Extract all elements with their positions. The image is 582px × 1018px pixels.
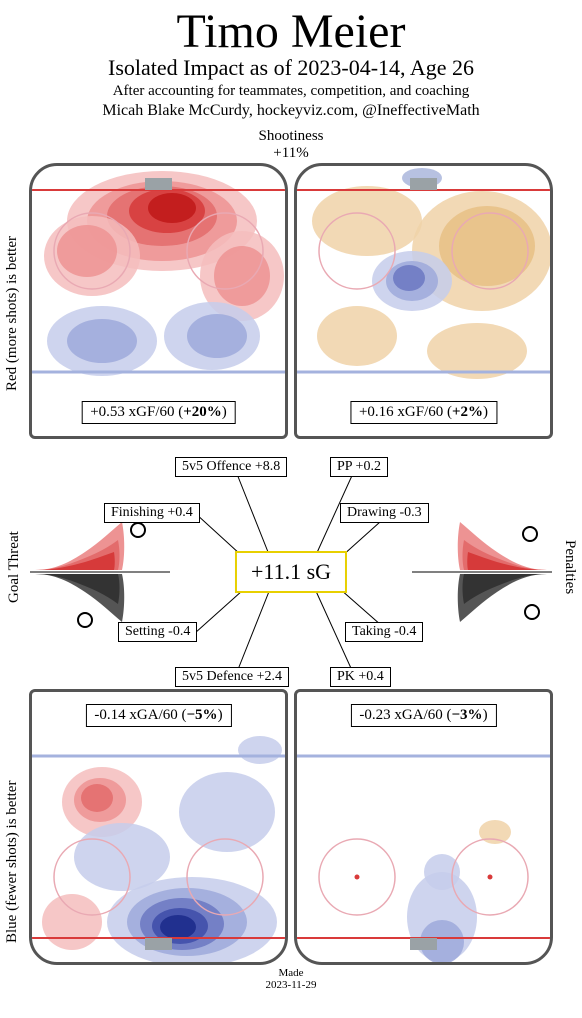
taking-marker bbox=[525, 605, 539, 619]
offense-axis-label: Red (more shots) is better bbox=[4, 184, 21, 444]
penalties-violin bbox=[412, 512, 552, 632]
subtitle: Isolated Impact as of 2023-04-14, Age 26 bbox=[0, 55, 582, 81]
drawing-marker bbox=[523, 527, 537, 541]
bottom-rink-row: -0.14 xGA/60 (−5%) -0.23 xGA/60 (−3%) bbox=[0, 689, 582, 965]
stat-defense-pk: -0.23 xGA/60 (−3%) bbox=[350, 704, 496, 727]
metric-box: Finishing +0.4 bbox=[104, 503, 200, 523]
metric-box: 5v5 Defence +2.4 bbox=[175, 667, 289, 687]
rink-offense-pp: +0.16 xGF/60 (+2%) bbox=[294, 163, 553, 439]
central-value: +11.1 sG bbox=[235, 551, 347, 593]
note: After accounting for teammates, competit… bbox=[0, 83, 582, 100]
player-title: Timo Meier bbox=[0, 4, 582, 59]
rink-offense-5v5: +0.53 xGF/60 (+20%) bbox=[29, 163, 288, 439]
shootiness-text: Shootiness bbox=[258, 128, 323, 144]
stat-offense-5v5: +0.53 xGF/60 (+20%) bbox=[81, 401, 236, 424]
finishing-marker bbox=[131, 523, 145, 537]
goal-threat-violin bbox=[30, 512, 170, 632]
shootiness-value: +11% bbox=[273, 145, 308, 161]
metric-box: Taking -0.4 bbox=[345, 622, 423, 642]
shootiness-label: Shootiness +11% bbox=[0, 128, 582, 161]
defense-axis-label: Blue (fewer shots) is better bbox=[4, 732, 21, 992]
setting-marker bbox=[78, 613, 92, 627]
center-section: 5v5 Offence +8.8 PP +0.2 Finishing +0.4 Dra… bbox=[0, 457, 582, 687]
rink-defense-pk: -0.23 xGA/60 (−3%) bbox=[294, 689, 553, 965]
metric-box: PK +0.4 bbox=[330, 667, 391, 687]
stat-offense-pp: +0.16 xGF/60 (+2%) bbox=[350, 401, 497, 424]
rink-defense-5v5: -0.14 xGA/60 (−5%) bbox=[29, 689, 288, 965]
made-label: Made 2023-11-29 bbox=[0, 967, 582, 991]
credit: Micah Blake McCurdy, hockeyviz.com, @Ine… bbox=[0, 102, 582, 120]
stat-defense-5v5: -0.14 xGA/60 (−5%) bbox=[85, 704, 231, 727]
metric-box: Setting -0.4 bbox=[118, 622, 197, 642]
metric-box: 5v5 Offence +8.8 bbox=[175, 457, 287, 477]
metric-box: Drawing -0.3 bbox=[340, 503, 429, 523]
metric-box: PP +0.2 bbox=[330, 457, 388, 477]
top-rink-row: +0.53 xGF/60 (+20%) +0.16 xGF/60 (+2%) bbox=[0, 163, 582, 439]
